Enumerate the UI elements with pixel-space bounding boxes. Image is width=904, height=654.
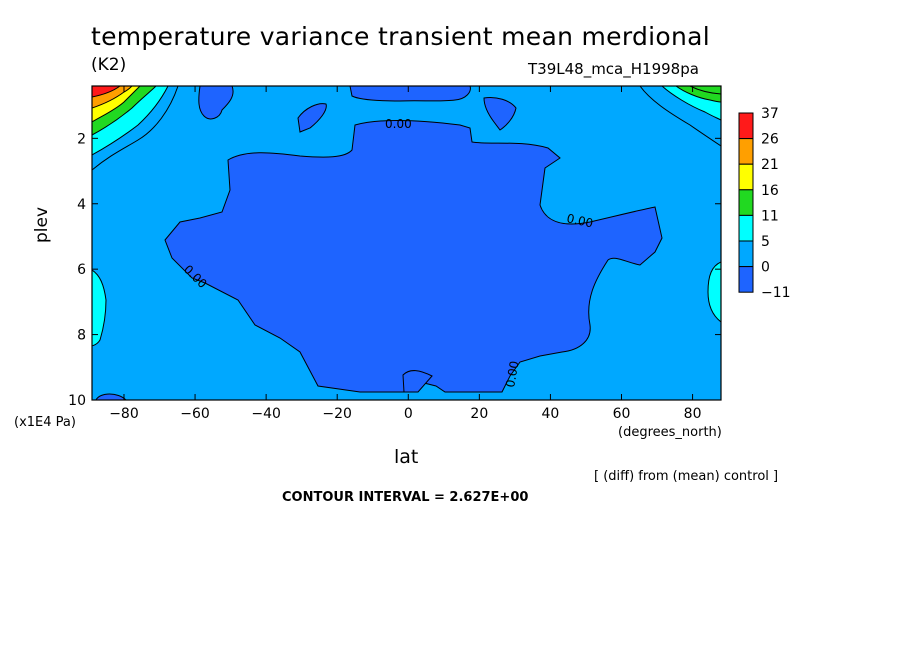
- colorbar-swatch: [738, 214, 754, 242]
- chart-units: (K2): [91, 55, 127, 75]
- x-axis-label: lat: [394, 446, 419, 468]
- band-0-to-5-south-cap-outer: [92, 86, 179, 171]
- colorbar-swatch: [738, 112, 754, 140]
- diff-note: [ (diff) from (mean) control ]: [594, 469, 779, 484]
- contour-field: [92, 86, 721, 400]
- colorbar-level-label: 16: [761, 183, 779, 199]
- x-tick-label: 80: [684, 406, 702, 422]
- band-neg-blob-top-center: [349, 86, 471, 102]
- colorbar-level-label: 26: [761, 132, 779, 148]
- colorbar: 37 26 21 16 11 5 0 −11: [738, 106, 791, 301]
- band-0-to-5-north-cap-outer: [639, 86, 721, 147]
- x-tick-label: −60: [180, 406, 210, 422]
- y-axis-unit: (x1E4 Pa): [14, 415, 76, 430]
- x-tick-label: 40: [542, 406, 560, 422]
- y-axis-ticks: 2 4 6 8 10: [68, 131, 721, 409]
- chart-title: temperature variance transient mean merd…: [91, 22, 710, 51]
- x-tick-label: −20: [322, 406, 352, 422]
- y-tick-label: 2: [77, 131, 86, 147]
- contour-label: 0.00: [385, 117, 412, 131]
- contour-interval-label: CONTOUR INTERVAL = 2.627E+00: [282, 490, 529, 505]
- band-neg-blob-right-upper: [483, 97, 517, 131]
- x-tick-label: −80: [109, 406, 139, 422]
- y-tick-label: 6: [77, 262, 86, 278]
- contour-label: 0.00: [503, 360, 521, 389]
- band-neg-blob-left-upper: [297, 103, 327, 133]
- colorbar-level-label: 37: [761, 106, 779, 122]
- contour-label: 0.00: [565, 211, 594, 230]
- colorbar-swatch: [738, 189, 754, 216]
- colorbar-level-label: −11: [761, 285, 791, 301]
- y-tick-label: 4: [77, 197, 86, 213]
- plot-frame: [91, 85, 722, 401]
- x-axis-ticks: −80 −60 −40 −20 0 20 40 60 80: [109, 86, 701, 422]
- band-5-to-11-south-lower: [92, 269, 107, 347]
- colorbar-swatch: [738, 266, 754, 293]
- y-tick-label: 8: [77, 328, 86, 344]
- colorbar-level-label: 11: [761, 208, 779, 224]
- y-tick-label: 10: [68, 393, 86, 409]
- x-tick-label: 20: [470, 406, 488, 422]
- x-tick-label: 0: [404, 406, 413, 422]
- colorbar-level-label: 5: [761, 234, 770, 250]
- colorbar-swatch: [738, 138, 754, 165]
- colorbar-swatch: [738, 163, 754, 191]
- band-neg-blob-top-left: [198, 86, 234, 120]
- band-neg-blob-bottom-center: [402, 370, 433, 393]
- band-neg11-to-0-central: [164, 119, 663, 393]
- colorbar-level-label: 21: [761, 157, 779, 173]
- x-tick-label: −40: [251, 406, 281, 422]
- x-tick-label: 60: [613, 406, 631, 422]
- band-5-to-11-north-lower: [707, 261, 721, 323]
- colorbar-swatch: [738, 240, 754, 268]
- band-11-to-16-north-cap: [675, 86, 721, 103]
- x-axis-unit: (degrees_north): [618, 425, 722, 440]
- run-label: T39L48_mca_H1998pa: [528, 60, 699, 78]
- band-26-to-37-south-cap: [92, 86, 121, 98]
- colorbar-level-label: 0: [761, 260, 770, 276]
